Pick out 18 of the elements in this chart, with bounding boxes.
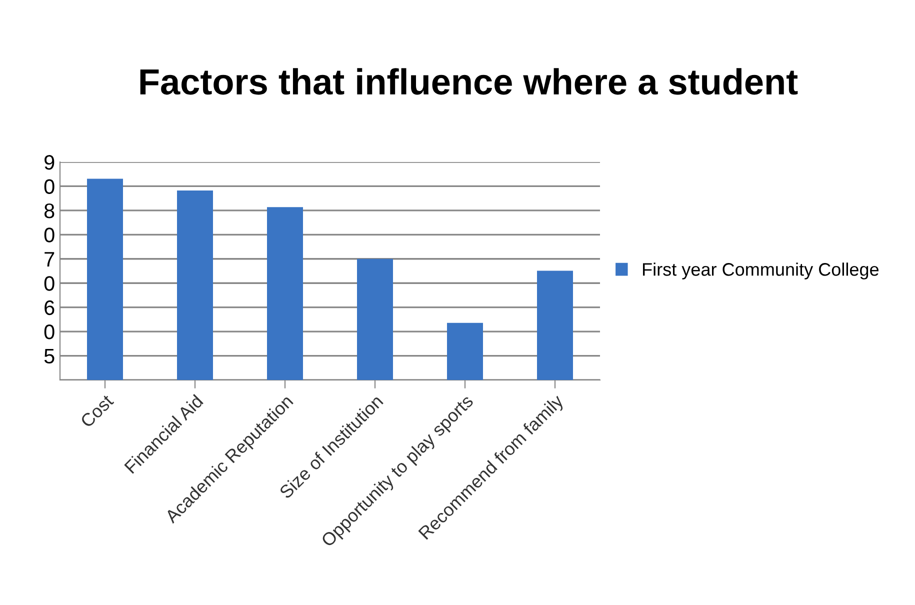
text: 0 [44, 276, 54, 291]
text: 0 [44, 179, 54, 194]
text: 9 [44, 155, 54, 170]
bar [447, 322, 483, 380]
x-tick-label: Cost [80, 394, 114, 428]
legend-label: First year Community College [643, 262, 879, 280]
bar [87, 178, 123, 380]
text: 6 [44, 300, 54, 316]
text: 0 [44, 324, 54, 340]
text: 7 [44, 252, 54, 266]
bar [537, 270, 573, 380]
text: 8 [44, 203, 54, 218]
chart-title: Factors that influence where a student [140, 68, 798, 95]
text: 0 [44, 228, 54, 242]
bar [267, 207, 303, 380]
bar [357, 258, 393, 380]
text: 5 [44, 348, 54, 364]
bar [177, 190, 213, 380]
